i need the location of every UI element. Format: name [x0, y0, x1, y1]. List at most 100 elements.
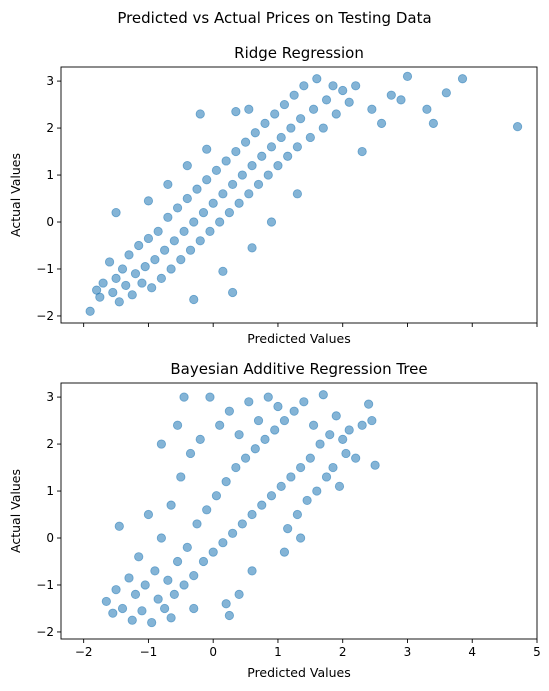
chart-0-point: [376, 118, 387, 128]
chart-0-point: [312, 74, 322, 84]
chart-0-point: [95, 292, 105, 302]
chart-1-point: [308, 420, 319, 430]
chart-1-ytick-label: 0: [46, 531, 54, 545]
chart-1-points: [101, 390, 380, 628]
chart-1-point: [111, 585, 121, 595]
chart-0-point: [198, 208, 209, 218]
chart-0-point: [134, 240, 144, 251]
chart-1-point: [224, 406, 234, 416]
chart-0-point: [108, 287, 118, 298]
chart-1-point: [140, 580, 150, 590]
chart-0-point: [160, 245, 170, 255]
chart-0-point: [292, 189, 302, 199]
chart-1-xtick-label: 0: [209, 645, 217, 659]
chart-0-point: [328, 81, 338, 91]
chart-0-ytick-label: −1: [36, 262, 54, 276]
chart-1-point: [315, 439, 325, 449]
chart-1-point: [163, 575, 173, 585]
chart-1-point: [257, 500, 267, 510]
chart-0-point: [283, 151, 293, 161]
chart-1-point: [182, 542, 192, 553]
chart-0-point: [124, 250, 134, 260]
chart-0-point: [270, 109, 280, 119]
chart-0-point: [351, 81, 361, 91]
chart-1-point: [266, 491, 277, 501]
chart-0-point: [237, 170, 247, 180]
chart-0-point: [114, 297, 124, 307]
chart-0-point: [104, 257, 115, 267]
chart-1-ytick-label: 2: [46, 437, 54, 451]
chart-1-point: [211, 491, 222, 501]
chart-1-point: [357, 420, 367, 430]
chart-0-point: [273, 161, 283, 171]
chart-0-point: [189, 294, 199, 305]
chart-1-point: [247, 509, 257, 520]
chart-1-point: [331, 411, 341, 421]
chart-0-ytick-label: 2: [46, 121, 54, 135]
chart-0-point: [299, 81, 309, 91]
chart-1-ytick-label: −1: [36, 578, 54, 592]
chart-1-title: Bayesian Additive Regression Tree: [170, 360, 427, 378]
chart-1-point: [250, 444, 260, 454]
chart-0-point: [422, 104, 432, 114]
chart-0-point: [441, 88, 451, 98]
chart-1-point: [286, 472, 296, 482]
chart-1-point: [130, 589, 141, 599]
chart-1-axes-frame: [60, 382, 538, 640]
chart-0-point: [153, 226, 163, 236]
chart-0-xlabel: Predicted Values: [247, 331, 351, 346]
chart-1-point: [279, 415, 290, 426]
bart-plot: −2 −1 0 1 2 3 4 5 −2 −1 0 1 2 3 Bayesian Additive Regr…: [8, 360, 541, 680]
chart-0-point: [234, 198, 244, 208]
chart-1-point: [224, 610, 234, 621]
chart-1-point: [147, 617, 157, 628]
chart-1-point: [189, 603, 199, 614]
chart-1-point: [318, 390, 328, 400]
chart-0-point: [176, 254, 186, 265]
chart-0-point: [189, 217, 199, 227]
chart-0-point: [266, 142, 277, 152]
chart-0-point: [208, 198, 218, 208]
chart-1-point: [367, 415, 377, 426]
chart-0-point: [202, 175, 212, 185]
chart-1-point: [153, 594, 163, 604]
chart-0-point: [386, 90, 396, 100]
chart-0-point: [247, 243, 257, 253]
chart-0-point: [166, 264, 176, 274]
chart-0-point: [111, 208, 121, 218]
chart-0-point: [182, 161, 192, 171]
chart-0-point: [215, 217, 225, 227]
chart-1-point: [344, 425, 354, 435]
chart-0-point: [240, 137, 251, 147]
chart-0-point: [228, 179, 238, 190]
chart-1-ytick-label: 3: [46, 390, 54, 404]
chart-1-point: [247, 566, 257, 576]
chart-0-point: [331, 109, 341, 119]
chart-1-point: [179, 392, 189, 402]
chart-0-point: [292, 142, 302, 152]
chart-0-point: [127, 290, 137, 300]
chart-0-point: [137, 278, 147, 288]
chart-0-point: [111, 273, 121, 283]
chart-1-point: [124, 573, 134, 583]
chart-0-point: [305, 132, 315, 143]
chart-0-point: [338, 85, 348, 96]
chart-0-point: [205, 226, 215, 236]
chart-1-point: [143, 509, 154, 520]
chart-1-point: [156, 533, 166, 543]
chart-1-point: [166, 500, 176, 510]
chart-1-point: [312, 486, 322, 496]
chart-0-axes-frame: [60, 66, 538, 324]
chart-1-point: [341, 448, 351, 459]
chart-0-point: [221, 156, 231, 166]
chart-0-points: [85, 71, 523, 316]
chart-0-point: [117, 264, 128, 274]
chart-1-point: [237, 519, 247, 529]
chart-0-point: [150, 254, 160, 265]
chart-1-point: [270, 425, 280, 435]
chart-0-point: [247, 161, 257, 171]
chart-0-point: [263, 170, 273, 180]
chart-0-point: [98, 278, 108, 288]
chart-1-point: [202, 505, 212, 515]
chart-0-point: [195, 109, 205, 119]
